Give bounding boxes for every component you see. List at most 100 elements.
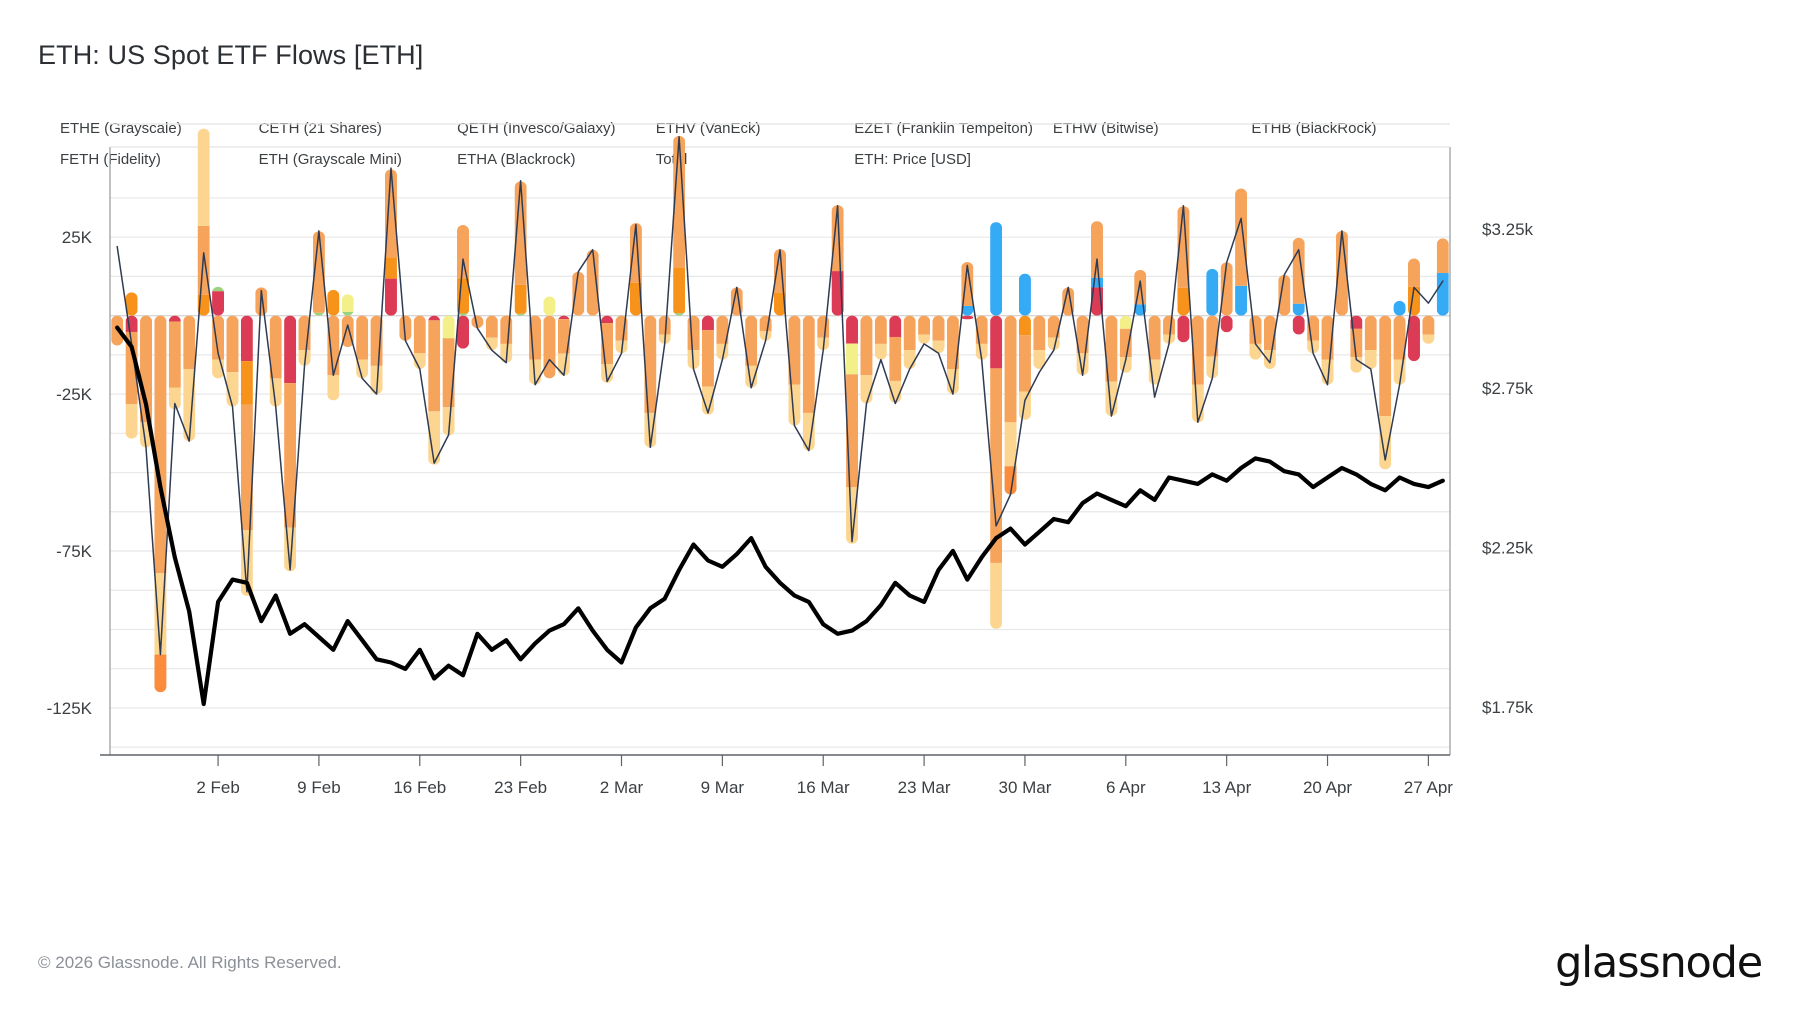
y-tick-label-right: $1.75k [1482, 698, 1534, 717]
bar-segment [990, 222, 1003, 316]
bar-segment [514, 284, 527, 314]
bar-segment [701, 386, 714, 415]
bar-segment [1220, 262, 1233, 316]
bar-segment [1249, 343, 1262, 360]
bar-segment [745, 315, 758, 366]
bar-segment [543, 315, 556, 379]
bar-segment [384, 257, 397, 279]
bar-stack [1206, 268, 1219, 316]
bar-segment [1047, 337, 1060, 351]
bar-stack [745, 315, 758, 388]
bar-segment [125, 331, 138, 405]
bar-stack [212, 286, 225, 316]
y-axis-left: 25K -25K -75K -125K [47, 228, 93, 718]
bar-segment [658, 315, 671, 335]
bar-segment [1292, 237, 1305, 304]
bar-segment [1076, 315, 1089, 354]
bar-segment [961, 315, 974, 320]
legend-item-etha[interactable]: ETHA (Blackrock) [457, 151, 576, 168]
bar-stack [428, 315, 441, 465]
bar-segment [1206, 356, 1219, 379]
bar-segment [356, 315, 369, 360]
bar-segment [918, 315, 931, 335]
bar-segment [1436, 272, 1449, 316]
bar-segment [370, 365, 383, 395]
bar-segment [240, 315, 253, 362]
bar-segment [601, 363, 614, 383]
bar-stack [471, 315, 484, 329]
bar-stack [586, 249, 599, 316]
bar-segment [240, 361, 253, 405]
bar-segment [932, 315, 945, 341]
bar-segment [168, 315, 181, 322]
bar-segment [384, 278, 397, 316]
bar-segment [629, 282, 642, 316]
bar-segment [457, 315, 470, 349]
bar-segment [1177, 315, 1190, 343]
bar-segment [125, 404, 138, 439]
bar-segment [500, 315, 513, 344]
bar-segment [1018, 335, 1031, 392]
x-tick-label: 2 Mar [600, 778, 644, 797]
legend-item-eth[interactable]: ETH (Grayscale Mini) [258, 151, 402, 168]
bar-segment [125, 292, 138, 316]
bar-segment [1033, 315, 1046, 351]
x-tick-label: 16 Mar [797, 778, 850, 797]
bar-stack [543, 315, 556, 379]
bar-stack [1292, 315, 1305, 335]
bar-segment [327, 375, 340, 401]
bar-segment [1206, 268, 1219, 316]
bar-segment [946, 315, 959, 369]
bar-stack [918, 315, 931, 344]
bar-stack [341, 294, 354, 316]
bar-segment [846, 343, 859, 375]
x-tick-label: 2 Feb [196, 778, 239, 797]
bar-segment [341, 311, 354, 316]
y-tick-label-left: -25K [56, 385, 93, 404]
bar-segment [1379, 315, 1392, 417]
bar-segment [874, 343, 887, 360]
bar-stack [629, 223, 642, 316]
bar-segment [831, 205, 844, 272]
bar-stack [1105, 315, 1118, 417]
bar-segment [442, 315, 455, 339]
bar-segment [846, 487, 859, 544]
bar-stack [1379, 315, 1392, 470]
bar-segment [327, 289, 340, 316]
bar-stack [1119, 315, 1132, 373]
bar-segment [399, 315, 412, 341]
bar-stack [1278, 274, 1291, 316]
bar-stack [673, 135, 686, 316]
bar-segment [197, 128, 210, 226]
bars [111, 128, 1449, 693]
bar-segment [514, 181, 527, 285]
bar-segment [1407, 315, 1420, 362]
bar-segment [774, 293, 786, 316]
legend-item-eth[interactable]: ETH: Price [USD] [854, 151, 971, 168]
bar-segment [428, 315, 441, 321]
bar-stack [356, 315, 369, 379]
bar-segment [327, 315, 340, 376]
bar-segment [1364, 350, 1377, 369]
x-tick-label: 9 Feb [297, 778, 340, 797]
bar-stack [961, 315, 974, 320]
y-tick-label-right: $3.25k [1482, 220, 1534, 239]
bar-segment [932, 340, 945, 354]
bar-segment [1177, 206, 1190, 288]
bar-segment [990, 368, 1003, 563]
bar-segment [1047, 315, 1060, 338]
bar-stack [183, 315, 196, 442]
bar-stack [932, 315, 945, 354]
x-axis: 2 Feb 9 Feb 16 Feb 23 Feb 2 Mar 9 Mar 16 Mar 23… [196, 755, 1453, 797]
bar-segment [1393, 315, 1406, 360]
bar-stack [1148, 315, 1161, 385]
bar-segment [1235, 285, 1248, 316]
x-tick-label: 9 Mar [701, 778, 745, 797]
bar-segment [1235, 188, 1248, 286]
bar-segment [284, 383, 297, 528]
bar-segment [1148, 315, 1161, 360]
bar-segment [961, 305, 974, 316]
bar-segment [1134, 304, 1147, 316]
bar-stack [990, 315, 1003, 629]
bar-stack [1018, 273, 1031, 316]
